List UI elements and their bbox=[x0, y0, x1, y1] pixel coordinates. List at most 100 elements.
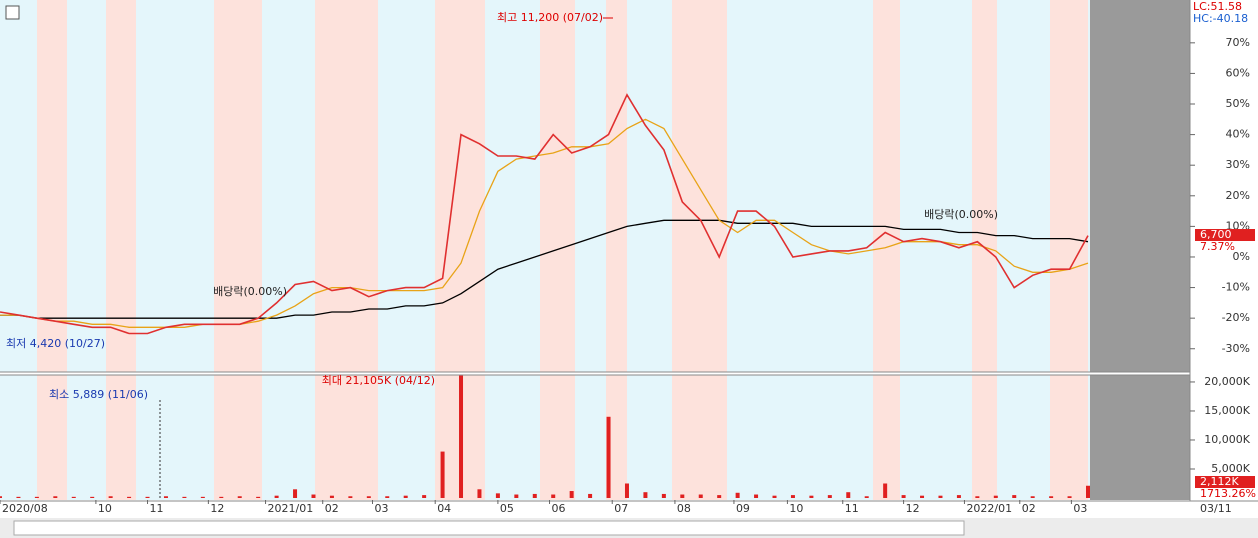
band bbox=[873, 0, 900, 500]
band bbox=[214, 0, 262, 500]
end-date: 03/11 bbox=[1200, 502, 1232, 515]
volume-bar bbox=[1012, 495, 1017, 498]
volume-bar bbox=[624, 483, 629, 498]
y-tick-label: -20% bbox=[1222, 311, 1250, 324]
volume-bar bbox=[385, 496, 390, 498]
x-tick-label: 2022/01 bbox=[966, 502, 1012, 515]
x-tick-label: 04 bbox=[437, 502, 451, 515]
x-tick-label: 03 bbox=[375, 502, 389, 515]
band bbox=[315, 0, 378, 500]
volume-bar bbox=[145, 496, 150, 498]
y-tick-label: 15,000K bbox=[1204, 404, 1250, 417]
x-tick-label: 10 bbox=[98, 502, 112, 515]
annotation: 배당락(0.00%) bbox=[213, 285, 287, 298]
x-tick-label: 06 bbox=[552, 502, 566, 515]
volume-bar bbox=[1067, 496, 1072, 498]
volume-bar bbox=[163, 496, 168, 498]
band bbox=[106, 0, 136, 500]
x-tick-label: 2021/01 bbox=[268, 502, 314, 515]
volume-bar bbox=[1030, 496, 1035, 498]
volume-bar bbox=[366, 496, 371, 498]
y-tick-label: -10% bbox=[1222, 281, 1250, 294]
x-tick-label: 12 bbox=[210, 502, 224, 515]
band bbox=[37, 0, 67, 500]
volume-bar bbox=[754, 494, 759, 498]
volume-bar bbox=[864, 496, 869, 498]
volume-bar bbox=[348, 496, 353, 498]
last-change: 7.37% bbox=[1200, 240, 1235, 253]
volume-bar bbox=[606, 416, 611, 498]
volume-bar bbox=[956, 495, 961, 498]
band bbox=[1050, 0, 1088, 500]
volume-bar bbox=[237, 496, 242, 498]
x-tick-label: 12 bbox=[906, 502, 920, 515]
volume-bar bbox=[108, 496, 113, 498]
annotation: 최대 21,105K (04/12) bbox=[322, 374, 435, 387]
volume-bar bbox=[293, 489, 298, 498]
volume-bar bbox=[1086, 485, 1090, 498]
x-tick-label: 03 bbox=[1073, 502, 1087, 515]
volume-bar bbox=[772, 495, 777, 498]
y-tick-label: 50% bbox=[1226, 97, 1250, 110]
lc-label: LC:51.58 bbox=[1193, 0, 1242, 13]
volume-bar bbox=[127, 496, 132, 498]
x-tick-label: 11 bbox=[150, 502, 164, 515]
x-tick-label: 02 bbox=[325, 502, 339, 515]
volume-bar bbox=[71, 496, 76, 498]
annotation: 최저 4,420 (10/27) bbox=[6, 337, 105, 350]
x-tick-label: 2020/08 bbox=[2, 502, 48, 515]
volume-bar bbox=[256, 496, 261, 498]
x-tick-label: 10 bbox=[789, 502, 803, 515]
volume-bar bbox=[514, 494, 519, 498]
hc-label: HC:-40.18 bbox=[1193, 12, 1248, 25]
volume-bar bbox=[422, 495, 427, 498]
volume-change: 1713.26% bbox=[1200, 487, 1256, 500]
volume-bar bbox=[827, 495, 832, 498]
last-volume: 2,112K bbox=[1200, 475, 1239, 488]
volume-bar bbox=[440, 451, 445, 498]
volume-bar bbox=[698, 494, 703, 498]
volume-bar bbox=[1049, 496, 1054, 498]
x-tick-label: 08 bbox=[677, 502, 691, 515]
annotation: 최고 11,200 (07/02) bbox=[497, 11, 603, 24]
price-line bbox=[0, 93, 1089, 335]
volume-bar bbox=[200, 496, 205, 498]
volume-bar bbox=[790, 495, 795, 498]
volume-box bbox=[1195, 476, 1255, 488]
volume-bar bbox=[680, 494, 685, 498]
volume-bar bbox=[993, 495, 998, 498]
price-box bbox=[1195, 229, 1255, 241]
x-tick-label: 09 bbox=[736, 502, 750, 515]
y-tick-label: 0% bbox=[1233, 250, 1250, 263]
x-tick-label: 05 bbox=[500, 502, 514, 515]
volume-bar bbox=[311, 494, 316, 498]
volume-bar bbox=[569, 491, 574, 498]
volume-bar bbox=[717, 495, 722, 498]
x-tick-label: 11 bbox=[845, 502, 859, 515]
volume-bar bbox=[34, 496, 39, 498]
volume-bar bbox=[329, 495, 334, 498]
y-tick-label: -30% bbox=[1222, 342, 1250, 355]
volume-bar bbox=[16, 496, 21, 498]
volume-bar bbox=[661, 493, 666, 498]
volume-bar bbox=[495, 493, 500, 498]
last-price: 6,700 bbox=[1200, 228, 1232, 241]
y-tick-label: 20,000K bbox=[1204, 375, 1250, 388]
volume-bar bbox=[643, 492, 648, 498]
y-tick-label: 20% bbox=[1226, 189, 1250, 202]
y-tick-label: 40% bbox=[1226, 128, 1250, 141]
x-tick-label: 07 bbox=[614, 502, 628, 515]
x-tick-label: 02 bbox=[1022, 502, 1036, 515]
volume-bar bbox=[459, 375, 464, 498]
volume-bar bbox=[901, 495, 906, 498]
y-tick-label: 70% bbox=[1226, 36, 1250, 49]
price-line bbox=[0, 219, 1089, 319]
volume-bar bbox=[846, 492, 851, 498]
volume-bar bbox=[477, 489, 482, 498]
volume-bar bbox=[938, 495, 943, 498]
volume-bar bbox=[219, 496, 224, 498]
annotation: 배당락(0.00%) bbox=[924, 208, 998, 221]
volume-bar bbox=[182, 496, 187, 498]
volume-bar bbox=[0, 496, 2, 498]
